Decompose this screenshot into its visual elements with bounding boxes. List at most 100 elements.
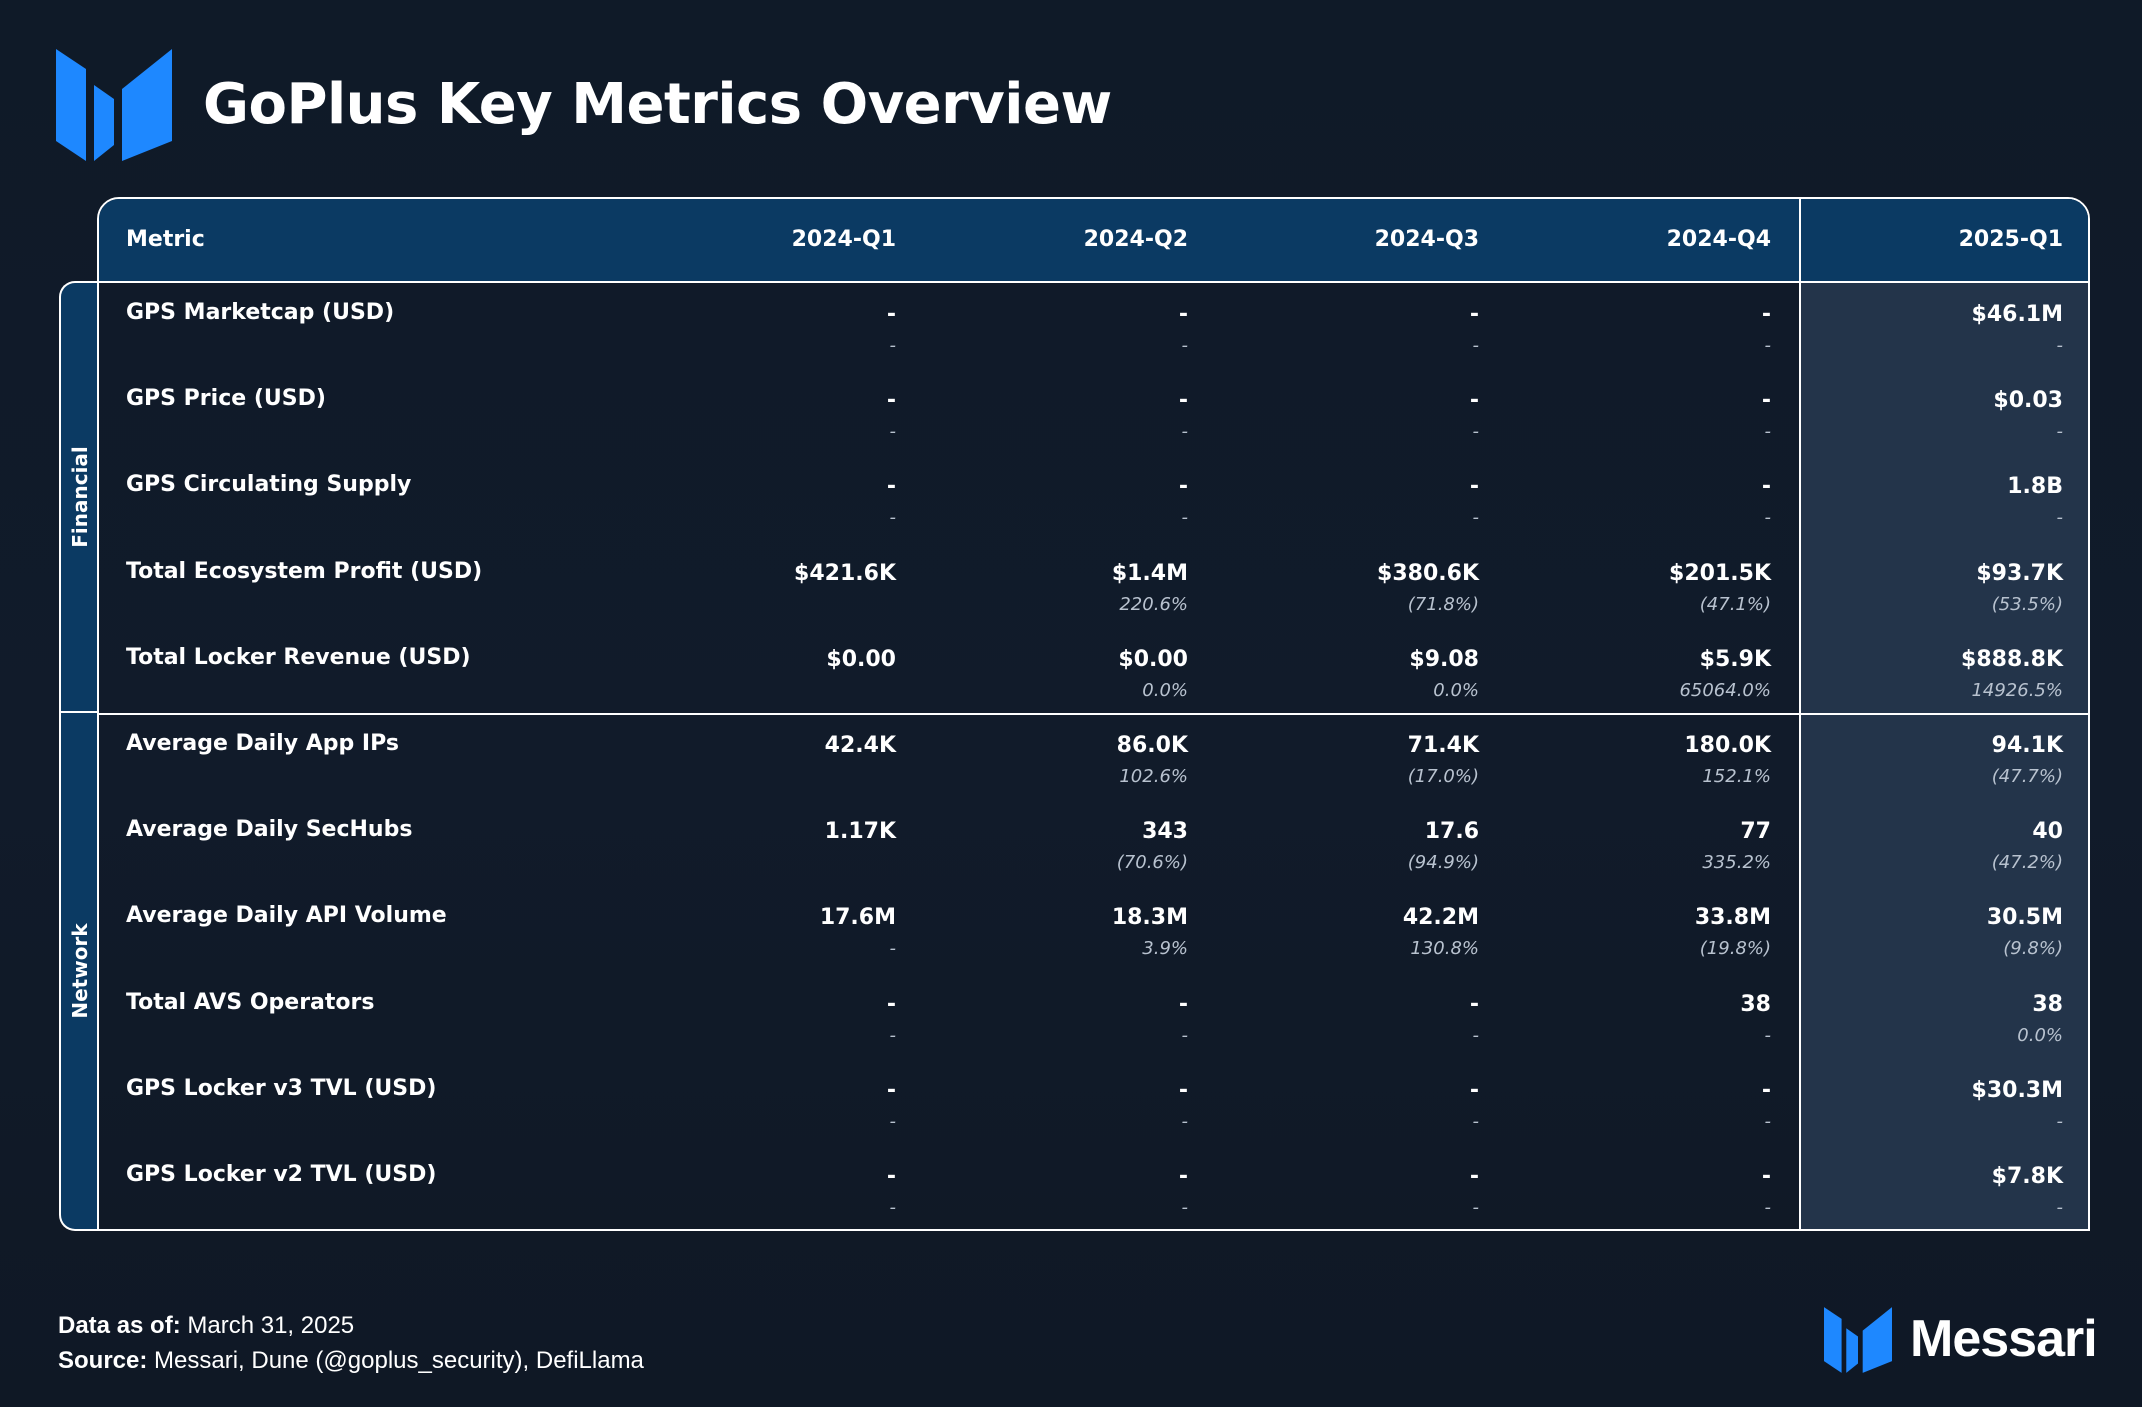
cell-change: - <box>1472 1024 1480 1046</box>
table-header-2025-q1 <box>1799 199 2088 283</box>
cell-value: $5.9K <box>1699 646 1771 672</box>
cell-value: - <box>1761 474 1771 500</box>
table-cell: 17.6M - <box>696 901 896 963</box>
row-label: Total Locker Revenue (USD) <box>126 644 471 670</box>
table-cell: -- <box>988 1160 1188 1222</box>
group-label-financial: Financial <box>68 446 92 548</box>
table-cell: 94.1K (47.7%) <box>1863 729 2063 791</box>
cell-change: - <box>1764 507 1772 529</box>
cell-change: - <box>1472 507 1480 529</box>
cell-change: 0.0% <box>2017 1024 2063 1046</box>
cell-value: $0.03 <box>1993 388 2063 414</box>
cell-change: - <box>1181 1197 1189 1218</box>
cell-change: (53.5%) <box>1991 593 2063 615</box>
table-cell: 17.6 (94.9%) <box>1279 815 1479 877</box>
cell-change: - <box>2056 421 2064 443</box>
row-label: Total Ecosystem Profit (USD) <box>126 558 483 584</box>
cell-value: 33.8M <box>1694 905 1771 931</box>
cell-change: - <box>1472 335 1480 356</box>
table-cell: -- <box>988 298 1188 360</box>
cell-value: 94.1K <box>1991 733 2063 758</box>
cell-value: - <box>1178 474 1188 500</box>
footer: Data as of: March 31, 2025 Source: Messa… <box>58 1308 644 1378</box>
cell-change: (9.8%) <box>2003 938 2063 960</box>
cell-change: (47.2%) <box>1991 852 2063 874</box>
row-label: GPS Locker v2 TVL (USD) <box>126 1162 437 1187</box>
cell-value: - <box>1469 474 1479 500</box>
cell-change: 335.2% <box>1702 852 1771 874</box>
table-cell: $0.00 0.0% <box>988 643 1188 705</box>
table-cell: 42.4K <box>696 729 896 763</box>
cell-value: $888.8K <box>1961 646 2063 672</box>
table-cell: -- <box>1279 1160 1479 1222</box>
cell-value: 42.4K <box>824 733 896 758</box>
table-cell: $9.08 0.0% <box>1279 643 1479 705</box>
cell-value: 180.0K <box>1684 733 1771 758</box>
messari-brand-icon <box>1824 1307 1892 1373</box>
cell-value: 18.3M <box>1111 905 1188 931</box>
table-cell: 1.17K <box>696 815 896 849</box>
row-label: Total AVS Operators <box>126 989 375 1015</box>
cell-value: $93.7K <box>1976 560 2063 586</box>
table-cell: -- <box>1571 470 1771 532</box>
cell-value: 17.6 <box>1424 819 1479 845</box>
table-cell: -- <box>1279 298 1479 360</box>
messari-logo-icon <box>56 49 172 161</box>
table-cell: -- <box>988 470 1188 532</box>
source: Source: Messari, Dune (@goplus_security)… <box>58 1343 644 1378</box>
cell-value: - <box>1761 1077 1771 1103</box>
table-row: Average Daily SecHubs 1.17K 343 (70.6%) 17.6… <box>99 800 2088 886</box>
cell-value: $0.00 <box>826 646 896 672</box>
cell-change: - <box>1472 421 1480 443</box>
cell-value: - <box>1761 302 1771 327</box>
cell-value: 42.2M <box>1402 905 1479 931</box>
cell-change: 0.0% <box>1142 679 1188 701</box>
cell-value: - <box>1469 388 1479 414</box>
cell-change: (47.7%) <box>1991 766 2063 787</box>
header-period: 2024-Q4 <box>1666 227 1771 252</box>
cell-value: - <box>1178 1077 1188 1103</box>
table-cell: 40 (47.2%) <box>1863 815 2063 877</box>
cell-value: 86.0K <box>1116 733 1188 758</box>
cell-value: 40 <box>2032 819 2063 845</box>
group-label-network: Network <box>68 923 92 1019</box>
cell-value: $1.4M <box>1111 560 1188 586</box>
table-row: Average Daily App IPs 42.4K 86.0K 102.6% 71.… <box>99 714 2088 800</box>
cell-change: 0.0% <box>1433 679 1479 701</box>
page-title: GoPlus Key Metrics Overview <box>203 72 1112 137</box>
row-label: Average Daily App IPs <box>126 731 399 756</box>
table-cell: -- <box>1279 384 1479 446</box>
cell-change: 3.9% <box>1142 938 1188 960</box>
cell-change: - <box>2056 1110 2064 1132</box>
table-cell: -- <box>696 384 896 446</box>
cell-change: - <box>1764 335 1772 356</box>
row-label: GPS Price (USD) <box>126 386 326 412</box>
cell-value: - <box>886 991 896 1017</box>
table-cell: $0.03 - <box>1863 384 2063 446</box>
cell-value: 77 <box>1740 819 1771 845</box>
cell-change: - <box>1764 421 1772 443</box>
cell-value: 1.8B <box>2007 474 2063 500</box>
table-cell: $7.8K - <box>1863 1160 2063 1222</box>
source-label: Source: <box>58 1347 148 1374</box>
cell-value: $30.3M <box>1971 1077 2063 1103</box>
table-cell: 38 0.0% <box>1863 988 2063 1050</box>
cell-value: $9.08 <box>1409 646 1479 672</box>
cell-change: - <box>2056 1197 2064 1218</box>
cell-value: 17.6M <box>819 905 896 931</box>
cell-change: (71.8%) <box>1407 593 1479 615</box>
cell-change: - <box>889 938 897 960</box>
cell-value: $380.6K <box>1377 560 1479 586</box>
group-band-financial: Financial <box>59 281 99 713</box>
table-cell: -- <box>696 298 896 360</box>
cell-change: - <box>1764 1110 1772 1132</box>
data-as-of: Data as of: March 31, 2025 <box>58 1308 644 1343</box>
cell-change: - <box>889 507 897 529</box>
table-cell: $93.7K (53.5%) <box>1863 557 2063 619</box>
cell-change: - <box>1764 1197 1772 1218</box>
cell-change: - <box>1181 421 1189 443</box>
header-period: 2025-Q1 <box>1958 227 2063 252</box>
table-cell: $30.3M - <box>1863 1074 2063 1136</box>
cell-value: 71.4K <box>1407 733 1479 758</box>
table-cell: 86.0K 102.6% <box>988 729 1188 791</box>
